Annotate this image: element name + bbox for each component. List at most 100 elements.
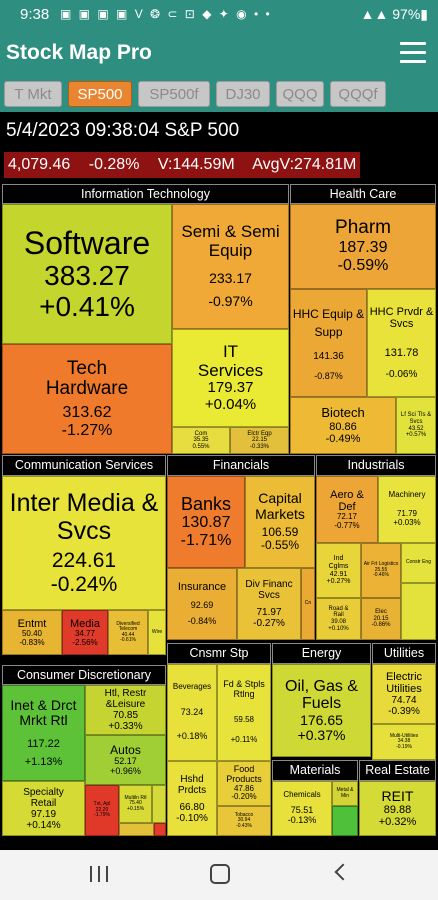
sector-header-realestate[interactable]: Real Estate (359, 760, 436, 781)
cell-life-sciences[interactable]: Lf Sci Tls & Svcs 43.52 +0.57% (396, 397, 436, 454)
cell-name: Pharm (335, 217, 391, 239)
cell-electric-utilities[interactable]: Electric Utilities 74.74 -0.39% (372, 664, 436, 724)
back-icon[interactable] (334, 863, 352, 881)
cell-construction[interactable]: Constr Eng (401, 543, 436, 583)
cell-disc-small-red[interactable] (154, 823, 166, 836)
cell-aero-def[interactable]: Aero & Def 72.17 -0.77% (316, 476, 378, 543)
sector-header-utilities[interactable]: Utilities (372, 643, 436, 664)
cell-road-rail[interactable]: Road & Rail 39.08 +0.10% (316, 598, 361, 640)
tab-t-mkt[interactable]: T Mkt (4, 81, 62, 107)
cell-metals-mining[interactable]: Metal & Min (332, 781, 358, 806)
cell-banks[interactable]: Banks 130.87 -1.71% (167, 476, 245, 568)
cell-chemicals[interactable]: Chemicals 75.51 -0.13% (272, 781, 332, 836)
cell-multi-utilities[interactable]: Multi-Utilities 34.38 -0.19% (372, 724, 436, 760)
sector-header-comm[interactable]: Communication Services (2, 455, 166, 476)
cell-change: +0.37% (297, 727, 346, 744)
cell-tech-hardware[interactable]: Tech Hardware 313.62 -1.27% (2, 344, 172, 454)
cell-name: Elec (375, 609, 387, 616)
cell-food-staples[interactable]: Fd & Stpls Rtlng 59.58 +0.11% (217, 664, 271, 761)
cell-change: -0.33% (249, 443, 269, 450)
cell-name: Inet & Drct Mrkt Rtl (10, 696, 77, 728)
cell-specialty-retail[interactable]: Specialty Retail 97.19 +0.14% (2, 781, 85, 836)
sector-header-consumer-stp[interactable]: Cnsmr Stp (167, 643, 271, 664)
cell-div-financial[interactable]: Div Financ Svcs 71.97 -0.27% (237, 568, 301, 640)
menu-icon[interactable] (400, 42, 426, 64)
cell-it-services[interactable]: IT Services 179.37 +0.04% (172, 329, 289, 427)
cell-materials-green[interactable] (332, 806, 358, 836)
sector-header-consumer-disc[interactable]: Consumer Discretionary (2, 665, 166, 685)
cell-consumer-finance[interactable]: Cn (301, 568, 315, 640)
cell-price: 47.86 (233, 783, 255, 793)
cell-multiline-retail[interactable]: Multiln Rtl 75.40 +0.15% (119, 785, 152, 823)
cell-price: 187.39 (338, 239, 388, 257)
cell-hhc-provider[interactable]: HHC Prvdr & Svcs 131.78 -0.06% (367, 289, 436, 397)
cell-name: Multi-Utilities (389, 732, 419, 739)
cell-name: Entmt (17, 617, 47, 630)
cell-household[interactable]: Hshd Prdcts 66.80 -0.10% (167, 761, 217, 836)
cell-wireless[interactable]: Wire (148, 610, 166, 655)
cell-food-products[interactable]: Food Products 47.86 -0.20% (217, 761, 271, 806)
cell-price: 97.19 (30, 808, 57, 820)
tab-dj30[interactable]: DJ30 (216, 81, 270, 107)
cell-pharm[interactable]: Pharm 187.39 -0.59% (290, 204, 436, 289)
cell-change: -0.77% (334, 520, 360, 530)
cell-price: 224.61 (51, 549, 117, 573)
cell-media[interactable]: Media 34.77 -2.56% (62, 610, 108, 655)
cell-name: Txt, Apl (93, 801, 111, 808)
price-bar: 4,079.46 -0.28% V:144.59M AvgV:274.81M (4, 152, 361, 178)
cell-name: Constr Eng (405, 559, 431, 566)
cell-name: IT Services (197, 341, 264, 380)
cell-ind-conglomerates[interactable]: Ind Cglms 42.91 +0.27% (316, 543, 361, 598)
cell-comm-equip[interactable]: Com 35.35 0.55% (172, 427, 230, 454)
tab-qqq[interactable]: QQQ (276, 81, 324, 107)
cell-software[interactable]: Software 383.27 +0.41% (2, 204, 172, 344)
recent-apps-icon[interactable] (90, 866, 110, 884)
sector-header-it[interactable]: Information Technology (2, 184, 289, 204)
cell-tobacco[interactable]: Tobacco 30.94 -0.43% (217, 806, 271, 836)
cell-hhc-equip[interactable]: HHC Equip & Supp 141.36 -0.87% (290, 289, 367, 397)
cell-air-freight[interactable]: Air Frt Logistics 25.55 -0.46% (361, 543, 401, 598)
tab-sp500[interactable]: SP500 (68, 81, 132, 107)
sector-header-financials[interactable]: Financials (167, 455, 315, 476)
cell-capital-markets[interactable]: Capital Markets 106.59 -0.55% (245, 476, 315, 568)
cell-price: 89.88 (383, 804, 412, 817)
cell-name: Fd & Stpls Rtlng (223, 678, 265, 699)
cell-name: Air Frt Logistics (363, 561, 399, 568)
tab-sp500f[interactable]: SP500f (138, 81, 210, 107)
cell-price: 75.40 (129, 800, 142, 807)
cell-change: -0.86% (371, 622, 391, 629)
cell-textiles[interactable]: Txt, Apl 22.20 -1.79% (85, 785, 119, 836)
cell-name: Com (194, 430, 208, 437)
system-nav-bar (0, 850, 438, 900)
cell-disc-small[interactable] (119, 823, 154, 836)
cell-entertainment[interactable]: Entmt 50.40 -0.83% (2, 610, 62, 655)
cell-electrical[interactable]: Elec 20.15 -0.86% (361, 598, 401, 640)
cell-disc-other[interactable] (152, 785, 166, 823)
cell-elec-equip[interactable]: Elctr Eqp 22.15 -0.33% (230, 427, 289, 454)
sector-header-health[interactable]: Health Care (290, 184, 436, 204)
cell-insurance[interactable]: Insurance 92.69 -0.84% (167, 568, 237, 640)
home-icon[interactable] (210, 864, 230, 884)
cell-semi[interactable]: Semi & Semi Equip 233.17 -0.97% (172, 204, 289, 329)
cell-hotels-leisure[interactable]: Htl, Restr &Leisure 70.85 +0.33% (85, 685, 166, 735)
cell-autos[interactable]: Autos 52.17 +0.96% (85, 735, 166, 785)
cell-reit[interactable]: REIT 89.88 +0.32% (359, 781, 436, 836)
cell-price: 141.36 (313, 350, 344, 362)
cell-price: 233.17 (209, 269, 252, 286)
cell-change: -1.27% (61, 421, 113, 439)
app-title: Stock Map Pro (6, 41, 152, 64)
cell-name: Autos (110, 742, 141, 757)
cell-beverages[interactable]: Beverages 73.24 +0.18% (167, 664, 217, 761)
cell-internet-retail[interactable]: Inet & Drct Mrkt Rtl 117.22 +1.13% (2, 685, 85, 781)
cell-name: Beverages (172, 682, 212, 692)
cell-div-telecom[interactable]: Diversified Telecom 40.44 -0.61% (108, 610, 148, 655)
cell-oil-gas[interactable]: Oil, Gas & Fuels 176.65 +0.37% (272, 664, 371, 757)
sector-header-energy[interactable]: Energy (272, 643, 371, 664)
sector-header-materials[interactable]: Materials (272, 760, 358, 781)
cell-machinery[interactable]: Machinery 71.79 +0.03% (378, 476, 436, 543)
cell-industrial-other[interactable] (401, 583, 436, 640)
tab-qqqf[interactable]: QQQf (330, 81, 386, 107)
cell-biotech[interactable]: Biotech 80.86 -0.49% (290, 397, 396, 454)
cell-inter-media[interactable]: Inter Media & Svcs 224.61 -0.24% (2, 476, 166, 610)
sector-header-industrials[interactable]: Industrials (316, 455, 436, 476)
